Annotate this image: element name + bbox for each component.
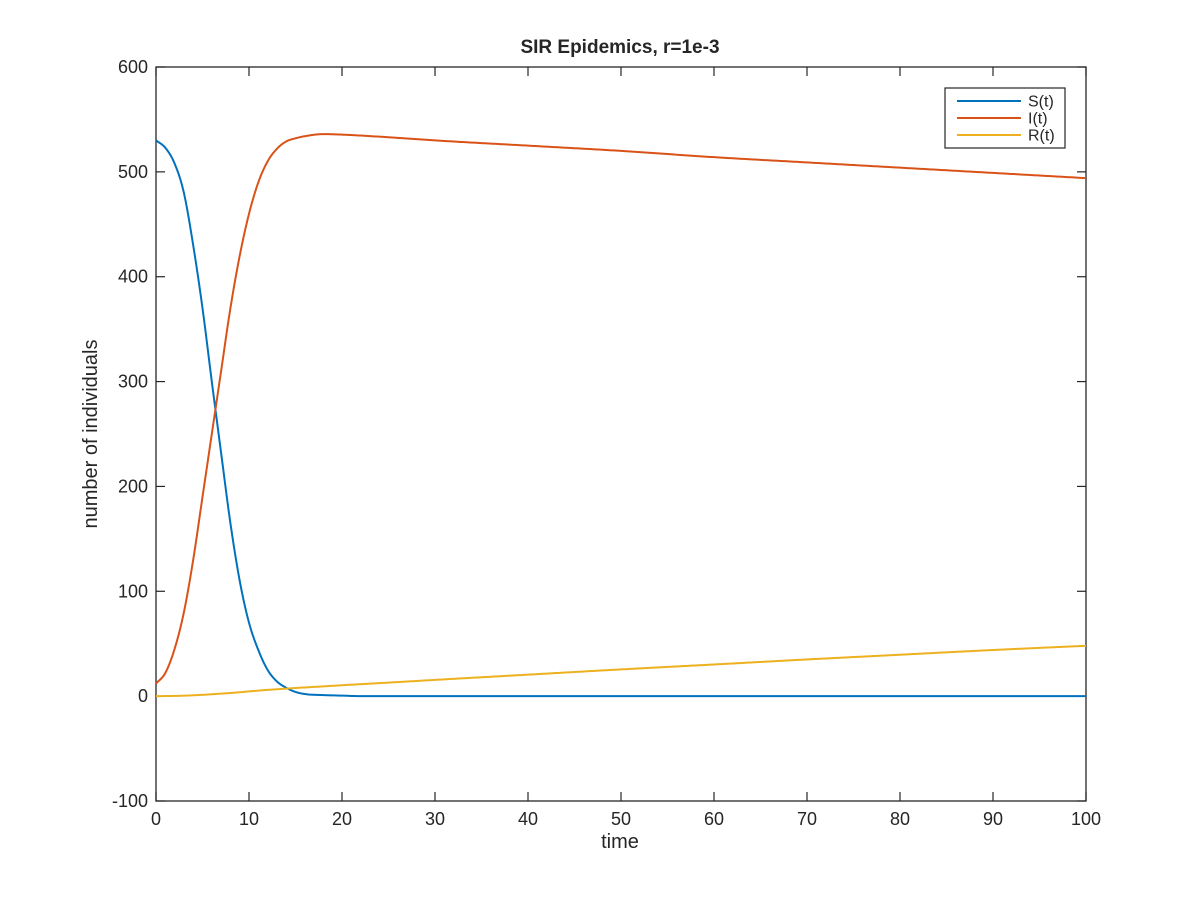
x-tick-label: 90 [983, 809, 1003, 829]
series-line-rt [155, 644, 1087, 698]
y-tick-label: 100 [118, 581, 148, 601]
plot-area [155, 66, 1087, 802]
y-tick-label: 600 [118, 57, 148, 77]
chart-title: SIR Epidemics, r=1e-3 [520, 37, 719, 58]
legend-label: S(t) [1028, 94, 1054, 111]
series-line-st [155, 139, 1086, 698]
x-tick-label: 50 [611, 809, 631, 829]
x-tick-label: 0 [151, 809, 161, 829]
x-tick-label: 10 [239, 809, 259, 829]
legend-label: R(t) [1028, 128, 1055, 145]
series-line-it [155, 133, 1087, 685]
x-tick-label: 60 [704, 809, 724, 829]
x-tick-label: 40 [518, 809, 538, 829]
x-tick-label: 80 [890, 809, 910, 829]
x-axis-label: time [601, 831, 639, 853]
legend: S(t)I(t)R(t) [944, 87, 1066, 149]
y-tick-label: 300 [118, 372, 148, 392]
y-axis-label: number of individuals [80, 340, 102, 529]
y-tick-label: 200 [118, 476, 148, 496]
series-lines [155, 133, 1087, 698]
x-tick-label: 100 [1071, 809, 1101, 829]
y-tick-label: -100 [112, 791, 148, 811]
y-tick-label: 0 [138, 686, 148, 706]
x-tick-label: 20 [332, 809, 352, 829]
x-tick-label: 30 [425, 809, 445, 829]
legend-entries: S(t)I(t)R(t) [957, 94, 1055, 145]
y-tick-labels: -100 0 100 200 300 400 500 600 [112, 57, 148, 811]
legend-label: I(t) [1028, 111, 1048, 128]
x-tick-label: 70 [797, 809, 817, 829]
axis-ticks [155, 66, 1087, 802]
x-tick-labels: 0 10 20 30 40 50 60 70 80 90 100 [151, 809, 1101, 829]
y-tick-label: 500 [118, 162, 148, 182]
axes-box [155, 66, 1087, 802]
y-tick-label: 400 [118, 267, 148, 287]
